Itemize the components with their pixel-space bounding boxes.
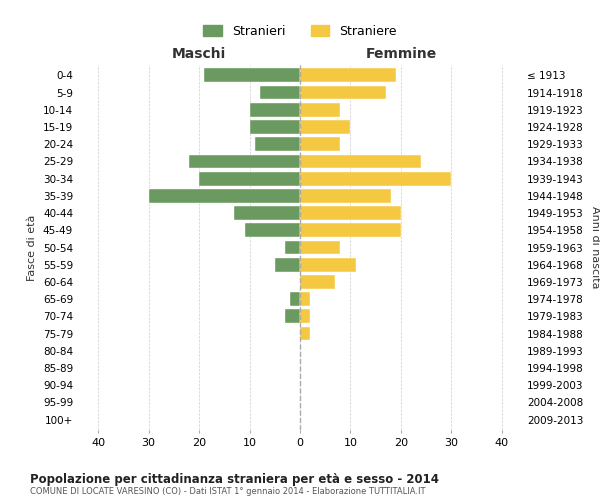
Bar xyxy=(290,292,300,306)
Bar xyxy=(300,275,335,289)
Bar xyxy=(245,224,300,237)
Bar xyxy=(250,103,300,117)
Bar xyxy=(300,120,350,134)
Bar xyxy=(300,258,355,272)
Bar xyxy=(149,189,300,202)
Bar xyxy=(300,86,386,100)
Bar xyxy=(204,68,300,82)
Bar xyxy=(300,292,310,306)
Bar xyxy=(300,103,340,117)
Text: Popolazione per cittadinanza straniera per età e sesso - 2014: Popolazione per cittadinanza straniera p… xyxy=(30,472,439,486)
Y-axis label: Fasce di età: Fasce di età xyxy=(28,214,37,280)
Bar xyxy=(300,240,340,254)
Y-axis label: Anni di nascita: Anni di nascita xyxy=(590,206,600,289)
Bar xyxy=(300,189,391,202)
Bar xyxy=(199,172,300,185)
Bar xyxy=(300,138,340,151)
Bar xyxy=(300,310,310,324)
Bar xyxy=(275,258,300,272)
Bar xyxy=(285,310,300,324)
Text: COMUNE DI LOCATE VARESINO (CO) - Dati ISTAT 1° gennaio 2014 - Elaborazione TUTTI: COMUNE DI LOCATE VARESINO (CO) - Dati IS… xyxy=(30,488,425,496)
Bar xyxy=(300,154,421,168)
Bar xyxy=(300,206,401,220)
Bar xyxy=(235,206,300,220)
Bar xyxy=(260,86,300,100)
Bar xyxy=(285,240,300,254)
Bar xyxy=(300,68,396,82)
Bar xyxy=(189,154,300,168)
Text: Maschi: Maschi xyxy=(172,46,226,60)
Text: Femmine: Femmine xyxy=(365,46,437,60)
Bar xyxy=(250,120,300,134)
Bar xyxy=(300,326,310,340)
Bar xyxy=(254,138,300,151)
Legend: Stranieri, Straniere: Stranieri, Straniere xyxy=(198,20,402,43)
Bar xyxy=(300,224,401,237)
Bar xyxy=(300,172,451,185)
